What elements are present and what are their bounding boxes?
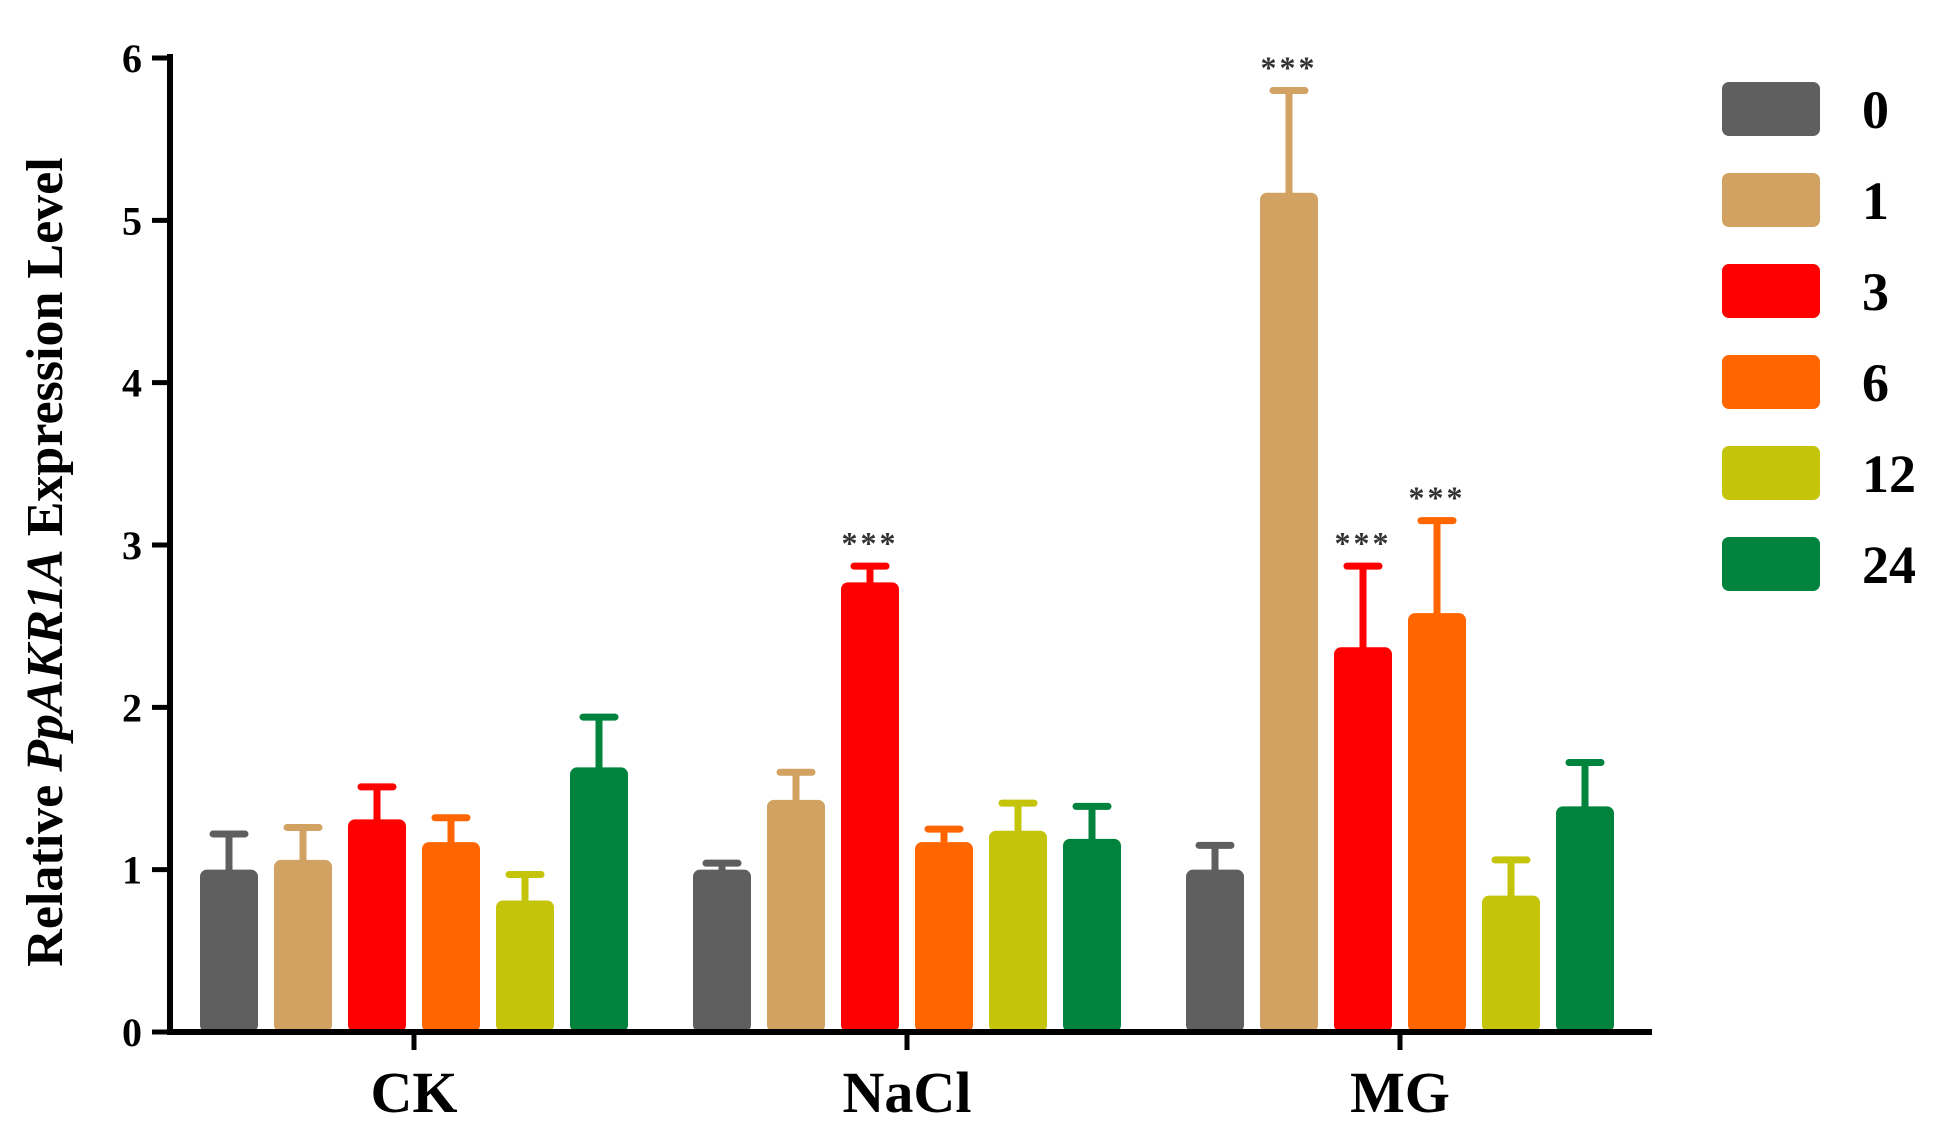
legend-label-12: 12 (1862, 444, 1916, 504)
bar-MG-12 (1482, 895, 1540, 1032)
bar-NaCl-6 (915, 842, 973, 1032)
legend-label-3: 3 (1862, 262, 1889, 322)
bar-CK-3 (348, 819, 406, 1032)
bar-MG-6 (1408, 613, 1466, 1032)
bar-CK-12 (496, 900, 554, 1032)
bar-MG-0 (1186, 869, 1244, 1032)
plot-area: *** *** *** *** (200, 49, 1614, 1032)
x-category-label: MG (1350, 1060, 1450, 1125)
bar-NaCl-1 (767, 799, 825, 1032)
bar-MG-3 (1334, 647, 1392, 1032)
significance-label: *** (842, 525, 899, 561)
axes: 0 1 2 3 4 5 6 CK NaCl MG (122, 36, 1652, 1125)
legend-label-1: 1 (1862, 171, 1889, 231)
legend-swatch-0 (1722, 82, 1820, 136)
y-axis-title: Relative PpAKR1A Expression Level (17, 157, 74, 966)
bar-CK-1 (274, 859, 332, 1032)
y-tick-label: 5 (122, 198, 142, 243)
legend-swatch-1 (1722, 173, 1820, 227)
legend-label-6: 6 (1862, 353, 1889, 413)
bar-NaCl-24 (1063, 838, 1121, 1032)
y-tick-label: 2 (122, 685, 142, 730)
y-axis-title-part-1: Relative (17, 772, 74, 967)
legend-label-24: 24 (1862, 535, 1916, 595)
legend-swatch-6 (1722, 355, 1820, 409)
bar-MG-24 (1556, 806, 1614, 1032)
significance-label: *** (1335, 525, 1392, 561)
bar-NaCl-3 (841, 582, 899, 1032)
legend-swatch-12 (1722, 446, 1820, 500)
bar-MG-1 (1260, 192, 1318, 1032)
y-axis-title-part-3: Expression Level (17, 157, 74, 549)
bar-CK-6 (422, 842, 480, 1032)
y-tick-label: 6 (122, 36, 142, 81)
y-tick-label: 4 (122, 361, 142, 406)
x-category-label: CK (371, 1060, 458, 1125)
bar-CK-24 (570, 767, 628, 1032)
y-tick-label: 3 (122, 523, 142, 568)
y-axis-title-gene: PpAKR1A (17, 549, 74, 773)
bar-NaCl-12 (989, 830, 1047, 1032)
legend: 0 1 3 6 12 24 (1722, 80, 1916, 595)
y-tick-label: 0 (122, 1010, 142, 1055)
significance-label: *** (1409, 480, 1466, 516)
legend-swatch-24 (1722, 537, 1820, 591)
legend-label-0: 0 (1862, 80, 1889, 140)
y-tick-label: 1 (122, 848, 142, 893)
bar-NaCl-0 (693, 869, 751, 1032)
legend-swatch-3 (1722, 264, 1820, 318)
bar-CK-0 (200, 869, 258, 1032)
x-category-label: NaCl (843, 1060, 972, 1125)
significance-label: *** (1261, 49, 1318, 85)
